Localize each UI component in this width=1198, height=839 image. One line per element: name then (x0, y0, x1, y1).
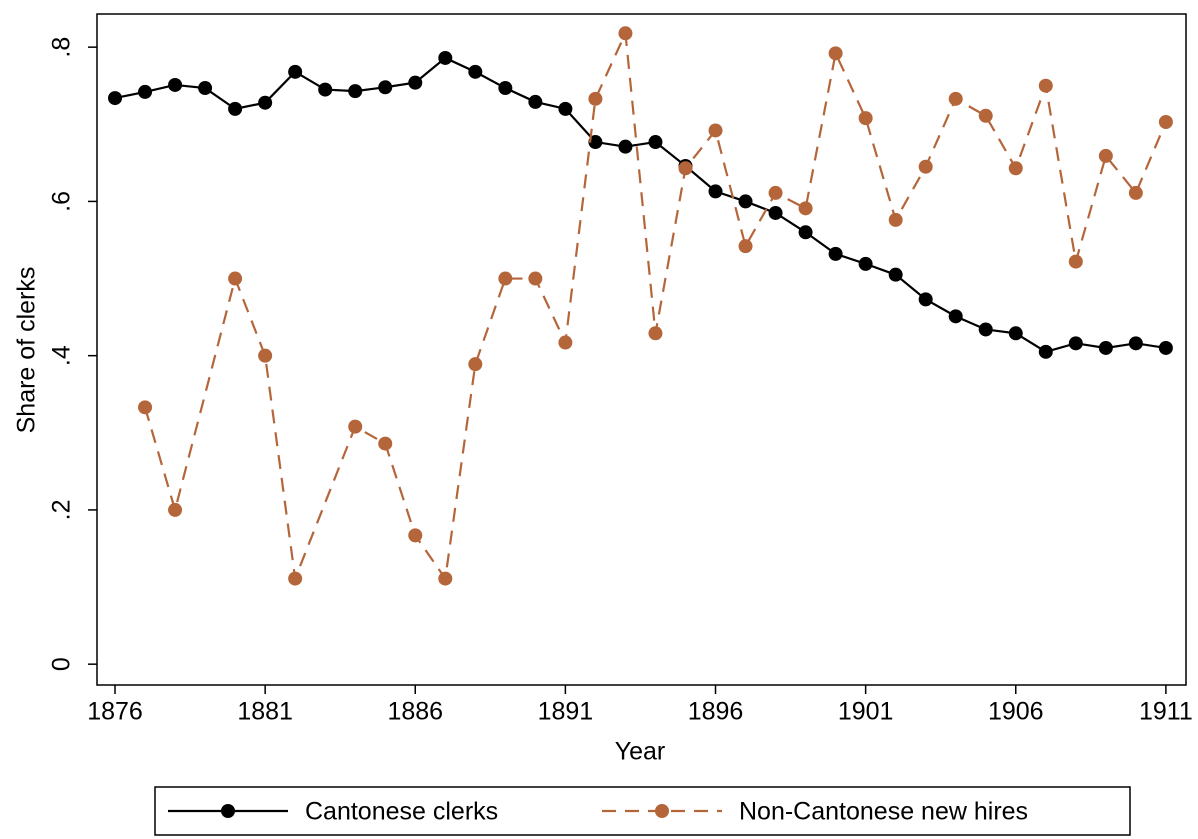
data-point (288, 571, 303, 586)
data-point (1128, 185, 1143, 200)
data-point (438, 571, 453, 586)
data-point (618, 26, 633, 41)
x-tick-label: 1886 (387, 698, 443, 726)
data-point (588, 135, 603, 150)
data-point (348, 419, 363, 434)
legend-label: Cantonese clerks (305, 798, 498, 826)
data-point (708, 123, 723, 138)
data-point (948, 309, 963, 324)
data-point (798, 201, 813, 216)
data-point (798, 225, 813, 240)
data-point (558, 335, 573, 350)
data-point (738, 194, 753, 209)
data-point (588, 91, 603, 106)
data-point (1128, 336, 1143, 351)
y-tick-label: .2 (48, 499, 76, 520)
data-point (648, 326, 663, 341)
data-point (978, 108, 993, 123)
legend-label: Non-Cantonese new hires (739, 798, 1028, 826)
data-point (108, 91, 123, 106)
y-tick-label: .6 (48, 191, 76, 212)
y-tick-label: .4 (48, 345, 76, 366)
data-point (1038, 344, 1053, 359)
data-point (618, 139, 633, 154)
x-tick-label: 1876 (87, 698, 143, 726)
data-point (168, 502, 183, 517)
data-point (138, 400, 153, 415)
data-point (1068, 254, 1083, 269)
data-point (288, 64, 303, 79)
data-point (648, 135, 663, 150)
series-line (114, 56, 1167, 354)
data-point (498, 81, 513, 96)
data-point (408, 75, 423, 90)
legend-box (154, 786, 1131, 836)
data-point (468, 64, 483, 79)
data-point (378, 80, 393, 95)
x-axis-title: Year (615, 738, 666, 766)
data-point (1158, 114, 1173, 129)
data-point (1068, 336, 1083, 351)
data-point (918, 159, 933, 174)
data-point (948, 91, 963, 106)
legend-marker (655, 804, 669, 818)
data-point (498, 271, 513, 286)
data-point (558, 101, 573, 116)
data-point (918, 292, 933, 307)
x-tick-label: 1891 (538, 698, 594, 726)
data-point (198, 81, 213, 96)
data-point (768, 185, 783, 200)
data-point (348, 84, 363, 99)
y-tick-label: 0 (48, 657, 76, 671)
data-point (168, 77, 183, 92)
x-tick-label: 1881 (237, 698, 293, 726)
data-point (228, 271, 243, 286)
plot-frame (96, 13, 1187, 686)
data-point (828, 46, 843, 61)
y-axis-title: Share of clerks (13, 267, 41, 434)
data-point (828, 246, 843, 261)
data-point (438, 50, 453, 65)
x-tick-label: 1901 (838, 698, 894, 726)
data-point (888, 212, 903, 227)
data-point (678, 161, 693, 176)
series-line (143, 29, 1167, 583)
data-point (1098, 148, 1113, 163)
data-point (768, 205, 783, 220)
x-tick-label: 1906 (988, 698, 1044, 726)
data-point (138, 84, 153, 99)
data-point (318, 82, 333, 97)
data-point (1008, 326, 1023, 341)
data-point (738, 239, 753, 254)
data-point (708, 184, 723, 199)
data-point (858, 256, 873, 271)
data-point (1098, 340, 1113, 355)
data-point (528, 271, 543, 286)
data-point (228, 101, 243, 116)
data-point (258, 95, 273, 110)
x-tick-label: 1911 (1139, 698, 1193, 726)
data-point (858, 111, 873, 126)
data-point (378, 436, 393, 451)
data-point (408, 528, 423, 543)
data-point (1008, 161, 1023, 176)
data-point (1038, 78, 1053, 93)
data-point (888, 267, 903, 282)
data-point (258, 348, 273, 363)
y-tick-label: .8 (48, 37, 76, 58)
legend-marker (221, 804, 235, 818)
x-tick-label: 1896 (688, 698, 744, 726)
data-point (978, 322, 993, 337)
data-point (468, 357, 483, 372)
data-point (1158, 340, 1173, 355)
data-point (528, 94, 543, 109)
